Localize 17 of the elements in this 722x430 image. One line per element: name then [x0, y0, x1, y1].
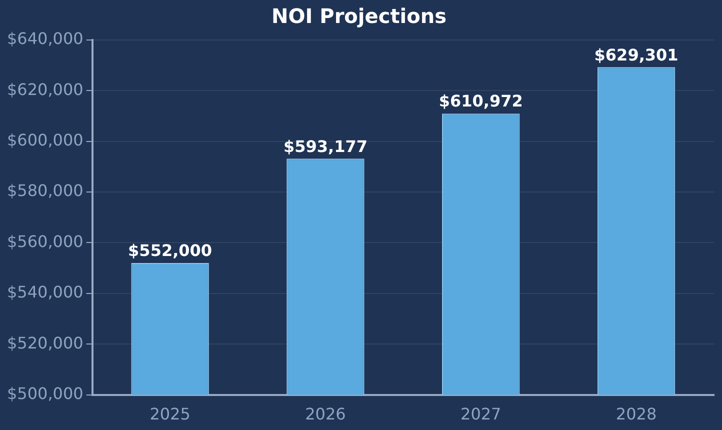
y-tick-label: $640,000 — [7, 29, 84, 48]
y-tick-label: $580,000 — [7, 181, 84, 200]
y-tick-label: $500,000 — [7, 384, 84, 403]
y-tick-label: $540,000 — [7, 282, 84, 302]
data-label: $593,177 — [283, 136, 368, 156]
x-tick-label: 2028 — [616, 404, 657, 424]
y-tick-label: $600,000 — [7, 130, 84, 150]
data-label: $552,000 — [128, 241, 212, 260]
x-tick-label: 2027 — [460, 404, 502, 424]
y-tick-label: $620,000 — [7, 80, 84, 99]
data-label: $629,301 — [594, 45, 678, 64]
y-tick-label: $560,000 — [7, 232, 84, 251]
x-tick-label: 2026 — [305, 404, 346, 424]
data-label: $610,972 — [438, 92, 523, 111]
x-tick-label: 2025 — [150, 404, 190, 424]
y-tick-label: $520,000 — [7, 333, 84, 352]
chart-title: NOI Projections — [272, 4, 446, 28]
